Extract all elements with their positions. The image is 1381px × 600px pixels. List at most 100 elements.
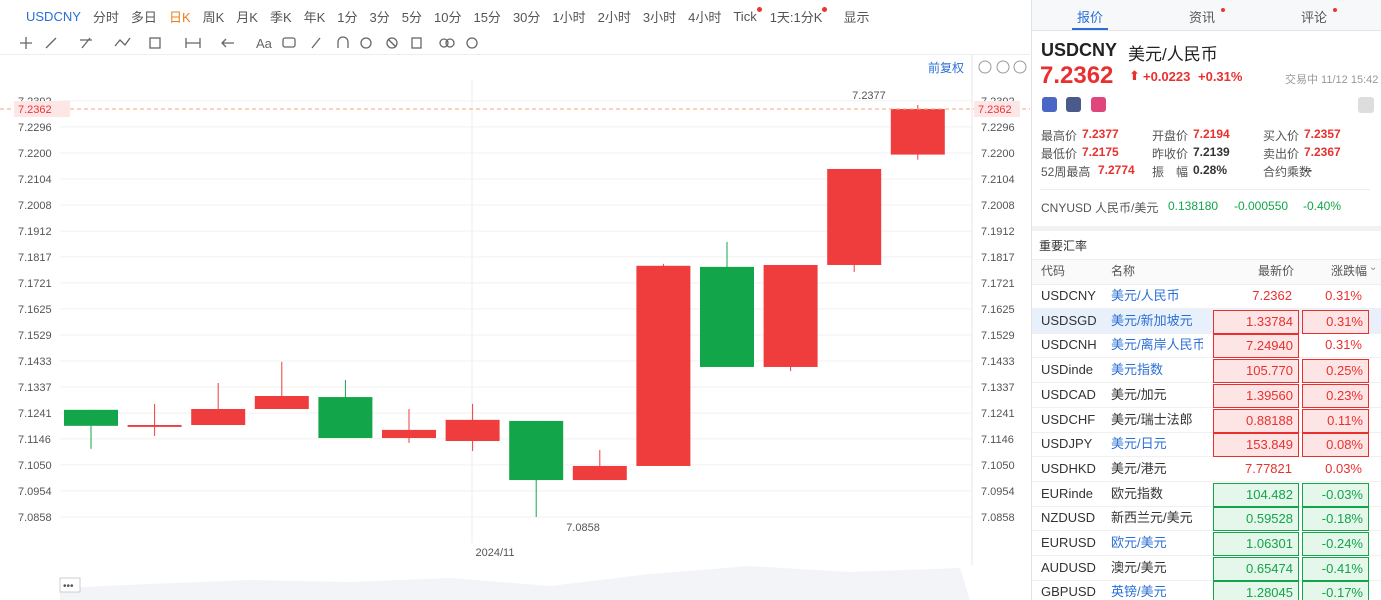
period-button[interactable]: 5分 (401, 9, 422, 25)
interval-select[interactable]: 1天:1分K (769, 9, 823, 25)
chart-icon[interactable] (996, 60, 1010, 74)
y-tick-label: 7.1050 (981, 460, 1015, 472)
change: +0.0223 (1143, 69, 1191, 84)
candle-body (318, 397, 373, 439)
stat-label: 买入价 (1263, 129, 1300, 143)
cell-name[interactable]: 美元/离岸人民币 (1111, 337, 1203, 353)
cell-name[interactable]: 欧元/美元 (1111, 535, 1167, 550)
table-row[interactable] (1032, 408, 1381, 433)
y-tick-label: 7.2008 (18, 200, 52, 212)
table-row[interactable] (1032, 556, 1381, 581)
tab[interactable]: 报价 (1077, 10, 1104, 25)
cell-price: 1.06301 (1213, 532, 1299, 556)
cell-name[interactable]: 英镑/美元 (1111, 584, 1167, 600)
period-button[interactable]: 1分 (337, 9, 358, 25)
cell-change: 0.03% (1325, 460, 1362, 476)
stat-value: 7.2175 (1082, 145, 1119, 159)
stat-value: 7.2357 (1304, 127, 1341, 141)
period-button[interactable]: 季K (269, 9, 292, 25)
cell-code: AUDUSD (1041, 559, 1096, 575)
status: 交易中 11/12 15:42 (1285, 74, 1379, 86)
y-tick-label: 7.2104 (981, 174, 1015, 186)
cell-change: 0.25% (1302, 359, 1369, 384)
cell-code: NZDUSD (1041, 510, 1096, 526)
display-select[interactable]: 显示 (843, 9, 870, 25)
candle-body (64, 409, 118, 426)
cell-price: 7.77821 (1245, 460, 1292, 476)
cell-name[interactable]: 美元指数 (1111, 362, 1164, 378)
period-button[interactable]: 年K (303, 9, 326, 25)
y-tick-label: 7.1433 (18, 356, 52, 368)
table-row[interactable] (1032, 457, 1381, 482)
action-icon[interactable] (1042, 97, 1057, 112)
candle-body (127, 425, 182, 427)
period-button[interactable]: Tick (733, 8, 757, 24)
period-button[interactable]: 月K (236, 9, 258, 25)
table-row[interactable] (1032, 383, 1381, 408)
y-tick-label: 7.1529 (981, 330, 1015, 342)
y-tick-label: 7.2296 (981, 122, 1015, 134)
navigator (60, 566, 970, 600)
period-button[interactable]: 日K (168, 9, 191, 25)
column-header[interactable]: 涨跌幅 (1330, 264, 1367, 278)
cell-code: USDJPY (1041, 436, 1093, 452)
chart-icon[interactable] (1013, 60, 1027, 74)
navigator-dots: ••• (63, 581, 74, 592)
period-toolbar: USDCNY 分时 多日 日K 周K 月K 季K 年K 1分 3分 5分 10分 15分 30分 1小时 2小… (0, 0, 1030, 33)
cell-price: 1.39560 (1213, 383, 1299, 408)
period-button[interactable]: 3分 (369, 9, 390, 25)
navigator-button[interactable] (59, 577, 81, 593)
period-button[interactable]: 30分 (512, 9, 541, 25)
cell-code: USDSGD (1041, 312, 1097, 328)
table-row[interactable] (1032, 358, 1381, 384)
y-tick-label: 7.2104 (18, 174, 52, 186)
table-row[interactable] (1032, 531, 1381, 556)
column-header: 名称 (1111, 264, 1136, 278)
stat-label: 52周最高 (1041, 165, 1091, 179)
action-icon[interactable] (1066, 97, 1081, 112)
candle-body (191, 409, 246, 426)
cell-price: 1.33784 (1213, 309, 1299, 334)
period-button[interactable]: 1小时 (552, 9, 586, 25)
period-button[interactable]: 多日 (130, 9, 157, 25)
font-tool[interactable]: Aa (256, 36, 273, 51)
cell-name[interactable]: 美元/新加坡元 (1111, 312, 1193, 328)
candle-body (763, 264, 818, 367)
dot (1221, 8, 1225, 12)
related-change: -0.000550 (1234, 199, 1289, 213)
stat-label: 卖出价 (1263, 147, 1300, 161)
last-price-tag (14, 101, 70, 118)
y-tick-label: 7.2200 (981, 148, 1015, 160)
tab[interactable]: 评论 (1301, 10, 1328, 25)
table-row[interactable] (1032, 333, 1381, 359)
cell-name[interactable]: 美元/人民币 (1111, 288, 1180, 303)
symbol[interactable]: USDCNY (26, 8, 81, 24)
tab[interactable]: 资讯 (1189, 10, 1216, 25)
adjust-label[interactable]: 前复权 (928, 60, 964, 75)
cell-code: USDinde (1041, 362, 1094, 378)
candle-body (382, 429, 436, 439)
bell-icon[interactable] (1358, 97, 1374, 113)
period-button[interactable]: 4小时 (688, 9, 722, 25)
y-tick-label: 7.1146 (981, 434, 1014, 446)
period-button[interactable]: 15分 (473, 9, 501, 25)
stat-label: 最低价 (1041, 147, 1078, 161)
table-row[interactable] (1032, 284, 1381, 309)
table-row[interactable] (1032, 482, 1381, 507)
chart-icon[interactable] (978, 60, 992, 74)
table-row[interactable] (1032, 432, 1381, 458)
period-button[interactable]: 分时 (92, 9, 119, 25)
cell-name[interactable]: 美元/日元 (1111, 436, 1167, 452)
symbol-name: 美元/人民币 (1128, 45, 1218, 64)
period-button[interactable]: 周K (202, 9, 225, 25)
table-row[interactable] (1032, 506, 1381, 532)
period-button[interactable]: 2小时 (597, 9, 631, 25)
related-name: CNYUSD 人民币/美元 (1041, 201, 1159, 215)
candle-body (572, 465, 627, 481)
period-button[interactable]: 10分 (434, 9, 462, 25)
action-icon[interactable] (1091, 97, 1106, 112)
stat-label: 开盘价 (1152, 129, 1189, 143)
period-button[interactable]: 3小时 (642, 9, 677, 25)
y-tick-label: 7.1337 (981, 382, 1015, 394)
cell-code: USDCNY (1041, 288, 1096, 303)
